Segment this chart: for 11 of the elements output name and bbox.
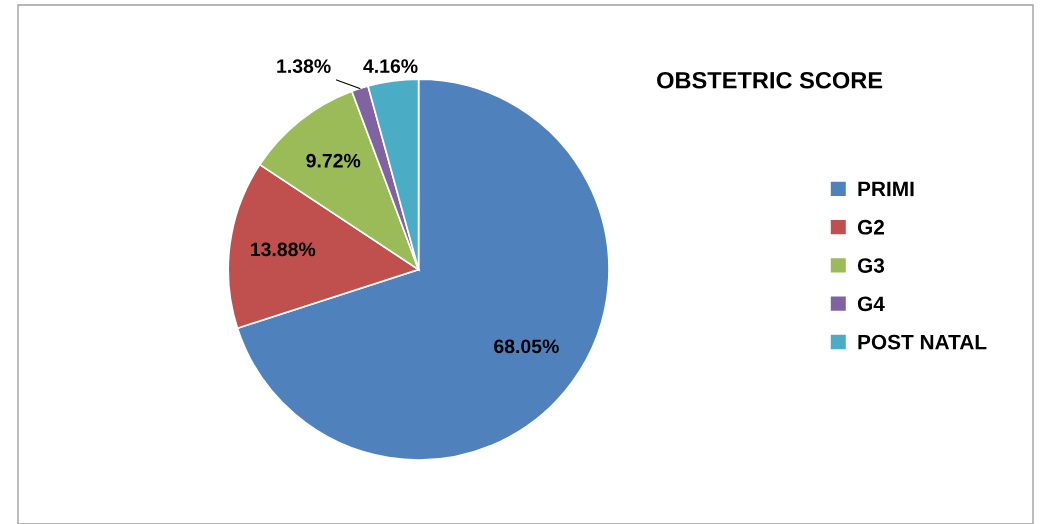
data-label: 1.38% — [277, 59, 331, 74]
legend-label: PRIMI — [858, 181, 914, 197]
legend-label: G2 — [857, 219, 884, 235]
data-label: 4.16% — [363, 59, 418, 74]
legend-label: G3 — [857, 258, 885, 273]
legend-label: POST NATAL — [858, 334, 987, 350]
chart-title: OBSTETRIC SCORE — [657, 71, 883, 89]
data-label: 9.72% — [306, 153, 361, 168]
data-label: 13.88% — [251, 242, 316, 257]
legend-label: G4 — [857, 296, 885, 312]
data-label: 68.05% — [494, 339, 559, 354]
